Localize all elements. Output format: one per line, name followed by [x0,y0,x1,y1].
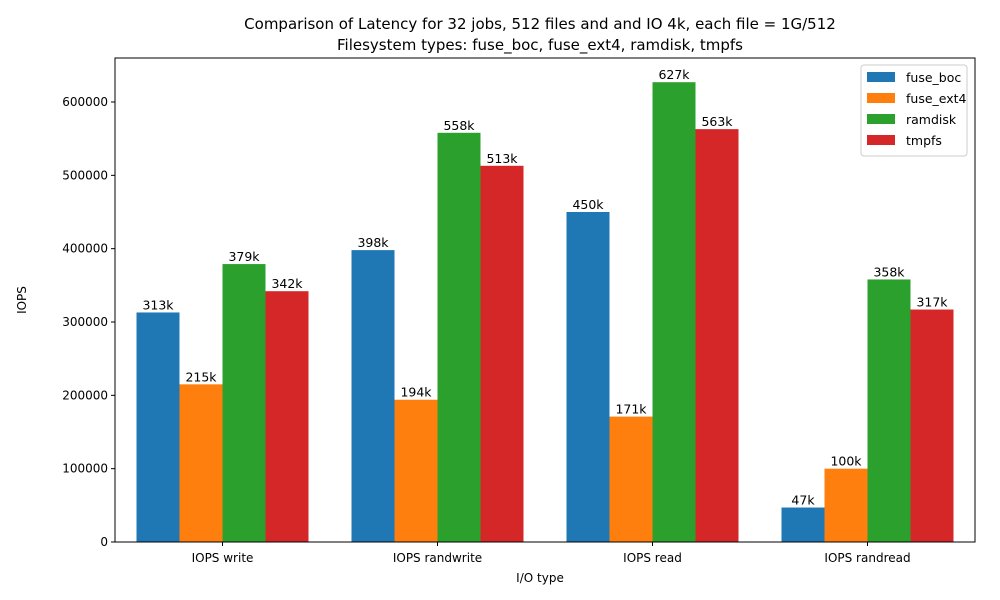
data-label: 171k [615,402,647,417]
legend-label: fuse_ext4 [906,91,967,106]
bar-ramdisk-0 [222,264,266,542]
legend-swatch [867,114,895,124]
y-axis: 0 100000 200000 300000 400000 500000 600000 [62,95,115,549]
x-axis: IOPS write IOPS randwrite IOPS read IOPS ra… [192,542,911,565]
bar-fuse-boc-3 [781,507,825,542]
x-tick-label: IOPS write [192,551,254,565]
data-label: 317k [916,295,948,310]
plot-area: 313k 215k 379k 342k 398k 194k 558k 513k 450k 171k… [136,67,954,543]
data-label: 379k [228,249,260,264]
legend-label: fuse_boc [906,70,961,85]
data-label: 313k [142,297,174,312]
bar-fuse-boc-0 [136,312,180,542]
x-tick-label: IOPS randwrite [393,551,482,565]
y-tick-label: 0 [100,535,108,549]
legend-swatch [867,93,895,103]
legend-label: ramdisk [906,112,957,127]
data-label: 100k [830,454,862,469]
data-label: 563k [701,114,733,129]
bar-tmpfs-3 [910,309,954,542]
y-tick-label: 500000 [62,168,108,182]
data-label: 47k [791,493,815,508]
data-label: 627k [658,67,690,82]
plot-frame [114,57,976,543]
bar-fuse-ext4-3 [824,468,868,542]
data-label: 215k [185,369,217,384]
data-label: 342k [271,276,303,291]
y-tick-label: 400000 [62,242,108,256]
y-tick-label: 600000 [62,95,108,109]
chart-title: Comparison of Latency for 32 jobs, 512 f… [244,15,836,33]
x-tick-label: IOPS randread [824,551,910,565]
data-label: 398k [357,235,389,250]
chart-subtitle: Filesystem types: fuse_boc, fuse_ext4, r… [337,36,743,55]
data-label: 358k [873,264,905,279]
data-label: 194k [400,385,432,400]
x-tick-label: IOPS read [623,551,682,565]
bar-fuse-boc-2 [566,212,610,542]
y-tick-label: 300000 [62,315,108,329]
legend-frame [860,64,968,157]
bar-ramdisk-2 [652,82,696,542]
bar-tmpfs-2 [695,129,739,542]
bar-fuse-boc-1 [351,250,395,542]
data-label: 513k [486,151,518,166]
x-axis-label: I/O type [516,571,564,585]
bar-tmpfs-1 [480,165,524,543]
bar-ramdisk-1 [437,132,481,543]
legend-label: tmpfs [906,133,942,148]
bar-fuse-ext4-2 [609,416,653,542]
y-tick-label: 100000 [62,462,108,476]
y-tick-label: 200000 [62,388,108,402]
bar-fuse-ext4-1 [394,399,438,542]
legend-swatch [867,135,895,145]
legend-swatch [867,72,895,82]
data-label: 450k [572,197,604,212]
bar-ramdisk-3 [867,279,911,542]
data-label: 558k [443,118,475,133]
bar-fuse-ext4-0 [179,384,223,542]
bar-tmpfs-0 [265,291,309,542]
y-axis-label: IOPS [15,286,29,314]
